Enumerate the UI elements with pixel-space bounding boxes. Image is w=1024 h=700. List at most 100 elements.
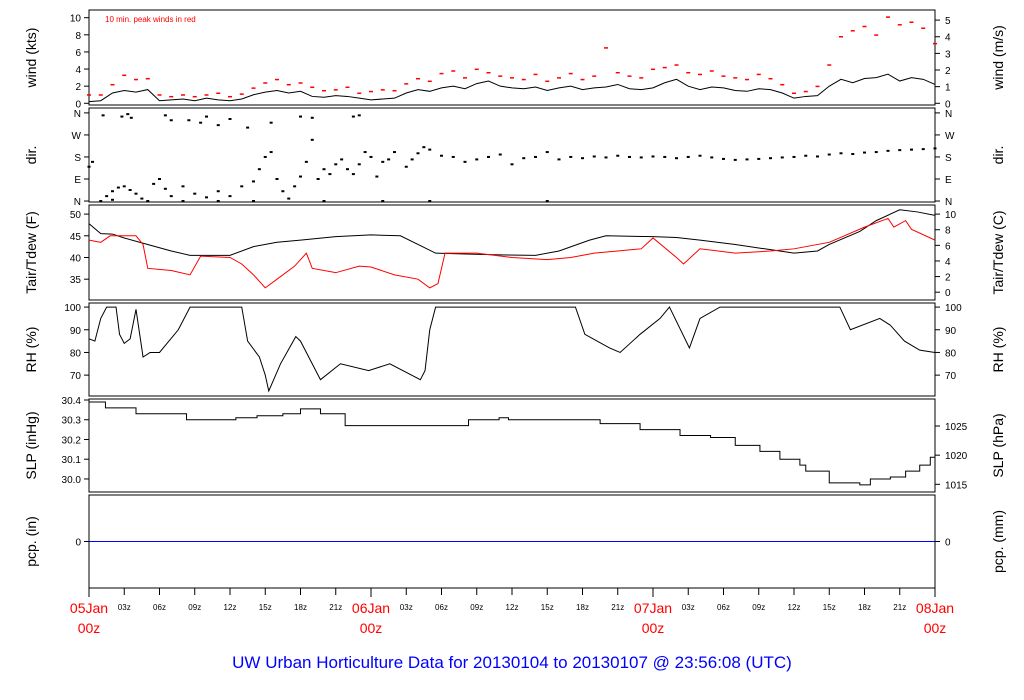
dir-point <box>181 185 185 188</box>
x-minor-tick-label: 21z <box>611 603 624 612</box>
slp-series-line <box>89 401 936 486</box>
wind-left-axis-label: wind (kts) <box>23 28 39 89</box>
dir-right-tick-label: N <box>945 109 952 120</box>
dir-point <box>604 156 608 159</box>
dir-point <box>101 114 105 117</box>
dir-point <box>122 185 126 188</box>
dir-point <box>616 154 620 157</box>
pcp-left-tick-label: 0 <box>75 538 81 549</box>
wind-peak-point <box>615 71 620 74</box>
dir-point <box>299 115 302 118</box>
wind-peak-point <box>228 95 232 98</box>
x-minor-tick-label: 12z <box>224 603 237 612</box>
wind-peak-point <box>474 68 479 71</box>
wind-peak-point <box>439 72 444 75</box>
x-major-tick-hour: 00z <box>642 620 665 636</box>
wind-peak-point <box>404 83 409 85</box>
rh-left-tick-label: 90 <box>70 326 82 337</box>
rh-right-tick-label: 100 <box>945 303 962 314</box>
wind-panel-frame <box>88 9 936 106</box>
wind-peak-point <box>745 78 749 81</box>
dir-point <box>299 175 302 178</box>
dir-point <box>428 200 432 203</box>
dir-point <box>287 197 291 200</box>
dir-point <box>134 192 138 195</box>
x-minor-tick-label: 03z <box>118 603 131 612</box>
wind-peak-point <box>192 95 197 98</box>
wind-peak-point <box>686 71 691 74</box>
slp-left-tick-label: 30.2 <box>62 435 82 446</box>
dir-point <box>158 177 161 180</box>
wind-peak-point <box>204 94 209 96</box>
dir-point <box>304 160 308 163</box>
rh-left-tick-label: 100 <box>64 303 81 314</box>
x-minor-tick-label: 09z <box>752 603 765 612</box>
slp-right-tick-label: 1015 <box>945 480 968 491</box>
dir-point <box>510 163 514 166</box>
dir-point <box>169 195 173 198</box>
wind-peak-point <box>909 21 914 23</box>
wind-peak-point <box>827 64 832 66</box>
tair-series-line <box>88 209 936 256</box>
wind-peak-point <box>298 82 303 84</box>
pcp-right-tick-label: 0 <box>945 538 951 549</box>
wind-peak-point <box>768 77 773 80</box>
x-major-tick-day: 06Jan <box>352 600 390 616</box>
dir-point <box>316 177 320 180</box>
dir-point <box>863 151 866 154</box>
slp-left-tick-label: 30.3 <box>62 416 82 427</box>
wind-peak-point <box>98 94 103 96</box>
temp-left-tick-label: 50 <box>70 210 82 221</box>
dir-right-tick-label: S <box>945 153 952 164</box>
wind-peak-point <box>604 47 608 49</box>
wind-peak-point <box>275 78 279 81</box>
dir-point <box>257 168 261 171</box>
wind-left-tick-label: 10 <box>70 14 82 25</box>
dir-point <box>651 155 655 158</box>
dir-point <box>404 165 408 168</box>
wind-peak-point <box>557 77 561 79</box>
wind-right-tick-label: 0 <box>945 99 951 110</box>
wind-peak-point <box>627 75 632 77</box>
wind-peak-point <box>263 82 268 84</box>
wind-peak-point <box>333 89 338 91</box>
dir-left-tick-label: E <box>74 175 81 186</box>
dir-point <box>886 149 890 152</box>
dir-left-tick-label: W <box>72 131 82 142</box>
dir-point <box>252 180 255 183</box>
temp-panel-frame <box>88 204 936 301</box>
dir-left-axis-label: dir. <box>23 146 39 165</box>
dir-point <box>475 158 479 161</box>
temp-right-tick-label: 10 <box>945 210 957 221</box>
dir-point <box>839 152 843 155</box>
x-minor-tick-label: 12z <box>788 603 801 612</box>
dir-point <box>722 157 725 160</box>
x-major-tick-hour: 00z <box>360 620 383 636</box>
dir-point <box>240 185 244 188</box>
dir-point <box>216 190 220 193</box>
x-major-tick-hour: 00z <box>78 620 101 636</box>
dir-point <box>128 189 132 192</box>
dir-point <box>451 155 455 158</box>
temp-left-tick-label: 35 <box>70 275 82 286</box>
temp-right-tick-label: 6 <box>945 241 951 252</box>
dir-point <box>228 118 232 121</box>
dir-point <box>769 157 772 160</box>
dir-point <box>733 158 737 161</box>
dir-point <box>522 157 526 160</box>
wind-peak-point <box>815 85 820 88</box>
wind-peak-point <box>416 77 420 80</box>
x-minor-tick-label: 09z <box>470 603 483 612</box>
slp-left-tick-label: 30.0 <box>62 475 82 486</box>
dir-point <box>193 192 197 195</box>
wind-peak-point <box>568 72 573 75</box>
wind-mean-series-line <box>88 73 936 103</box>
rh-right-axis-label: RH (%) <box>990 327 1006 373</box>
dir-point <box>140 197 144 200</box>
dir-point <box>334 163 338 166</box>
dir-point <box>111 198 114 201</box>
wind-peak-point <box>427 80 432 83</box>
dir-point <box>780 156 784 159</box>
wind-peak-point <box>145 77 150 80</box>
